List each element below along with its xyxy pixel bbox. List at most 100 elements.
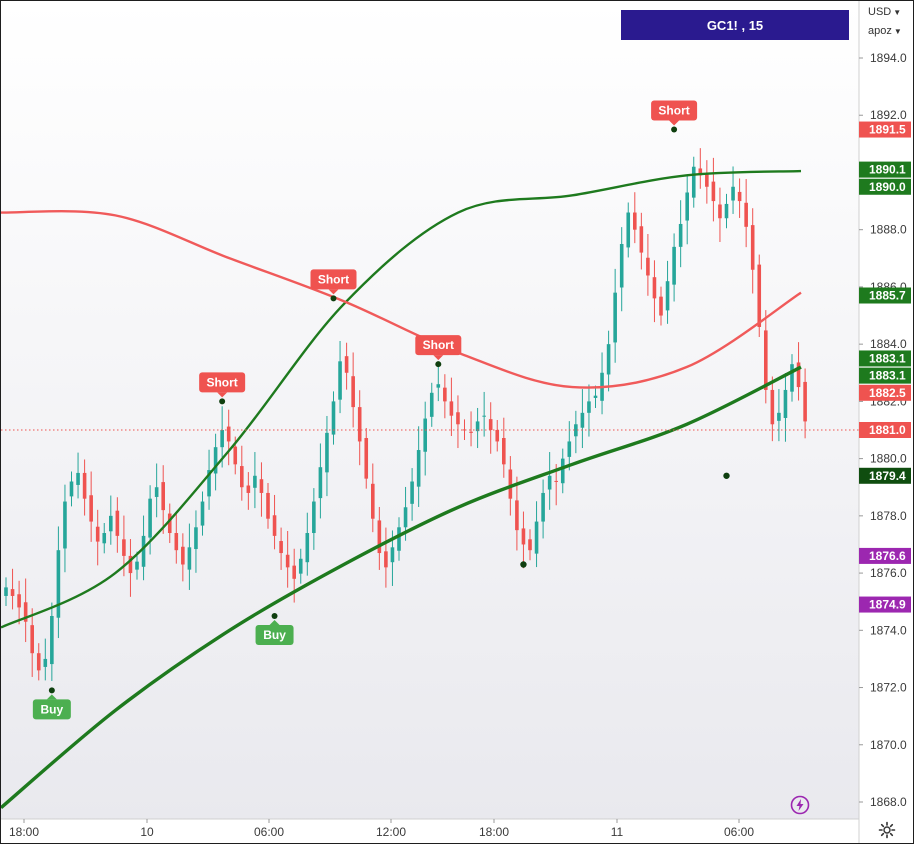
price-tag-box bbox=[859, 367, 911, 384]
y-tick-label: 1868.0 bbox=[870, 795, 907, 809]
price-tag: 1879.4 bbox=[859, 467, 911, 484]
currency-label: USD bbox=[868, 6, 892, 18]
candle-body bbox=[305, 533, 310, 563]
indicator-bands bbox=[1, 169, 802, 810]
upper-band-line bbox=[1, 169, 802, 629]
candle-body bbox=[10, 589, 15, 596]
price-tag-box bbox=[859, 287, 911, 304]
short-pointer bbox=[433, 355, 444, 361]
y-tick-label: 1872.0 bbox=[870, 681, 907, 695]
candle-body bbox=[325, 432, 329, 473]
candle-body bbox=[619, 244, 624, 288]
candle-body bbox=[351, 376, 355, 408]
candle-body bbox=[109, 515, 113, 532]
y-tick-label: 1878.0 bbox=[870, 509, 907, 523]
x-tick-label: 06:00 bbox=[254, 825, 284, 839]
candle-body bbox=[240, 466, 244, 488]
candle-body bbox=[207, 470, 211, 497]
lower-band-line bbox=[1, 365, 802, 810]
candle-body bbox=[462, 429, 467, 431]
gear-icon[interactable] bbox=[878, 821, 896, 839]
candle-body bbox=[357, 407, 362, 442]
candle-body bbox=[672, 246, 676, 285]
candle-body bbox=[115, 510, 120, 536]
y-tick-label: 1880.0 bbox=[870, 452, 907, 466]
short-label: Short bbox=[423, 338, 454, 352]
candle-body bbox=[456, 412, 460, 425]
candle-body bbox=[89, 495, 93, 522]
currency-selector[interactable]: USD ▼ bbox=[868, 6, 901, 18]
candle-body bbox=[384, 551, 388, 568]
candle-body bbox=[377, 520, 382, 554]
price-tag: 1885.7 bbox=[859, 287, 911, 304]
price-tag: 1890.0 bbox=[859, 178, 911, 195]
price-tag: 1882.5 bbox=[859, 384, 911, 401]
candle-body bbox=[279, 541, 283, 554]
candle-body bbox=[508, 469, 513, 499]
candle-body bbox=[744, 202, 748, 227]
low-marker-dot bbox=[520, 561, 527, 568]
candle-body bbox=[698, 168, 703, 176]
candle-body bbox=[63, 501, 67, 549]
price-tag-box bbox=[859, 422, 911, 438]
unit-selector[interactable]: apoz ▼ bbox=[868, 25, 902, 37]
candle-body bbox=[56, 550, 61, 618]
candle-body bbox=[705, 173, 709, 187]
candle-body bbox=[665, 281, 670, 311]
candle-body bbox=[233, 446, 238, 465]
candle-body bbox=[174, 533, 179, 551]
time-axis-panel[interactable] bbox=[1, 819, 859, 843]
price-tag-box bbox=[859, 384, 911, 401]
short-pointer bbox=[669, 120, 680, 126]
candle-body bbox=[685, 192, 689, 221]
candle-body bbox=[364, 438, 369, 479]
symbol-title-box[interactable]: GC1! , 15 bbox=[621, 10, 849, 40]
price-tag-value: 1879.4 bbox=[869, 469, 906, 483]
x-tick-label: 12:00 bbox=[376, 825, 406, 839]
x-tick-label: 18:00 bbox=[9, 825, 39, 839]
lightning-icon[interactable] bbox=[790, 795, 810, 815]
candle-body bbox=[23, 602, 28, 622]
candle-body bbox=[554, 480, 558, 482]
candle-body bbox=[17, 594, 21, 608]
candle-body bbox=[187, 547, 192, 570]
candle-body bbox=[272, 515, 277, 536]
price-tag-value: 1883.1 bbox=[869, 351, 906, 365]
candlestick-series bbox=[4, 148, 807, 681]
candle-body bbox=[213, 447, 218, 474]
candle-body bbox=[436, 384, 441, 388]
price-tags: 1891.5 1890.1 1890.0 1885.7 1883.1 1883.1 1882… bbox=[859, 121, 911, 613]
candle-body bbox=[495, 430, 500, 442]
price-tag: 1883.1 bbox=[859, 350, 911, 367]
chevron-down-icon: ▼ bbox=[893, 8, 902, 17]
candle-body bbox=[82, 472, 87, 499]
candle-body bbox=[30, 625, 34, 654]
price-tag-box bbox=[859, 467, 911, 484]
candle-body bbox=[69, 481, 74, 497]
price-tag: 1876.6 bbox=[859, 547, 911, 564]
candle-body bbox=[574, 424, 578, 437]
buy-pointer bbox=[46, 694, 57, 700]
x-tick-label: 10 bbox=[140, 825, 154, 839]
candle-body bbox=[285, 554, 290, 568]
candle-body bbox=[410, 481, 414, 504]
buy-label: Buy bbox=[41, 702, 64, 716]
candle-body bbox=[724, 203, 729, 219]
price-tag: 1890.1 bbox=[859, 161, 911, 178]
candle-body bbox=[423, 418, 427, 452]
candle-body bbox=[102, 533, 107, 544]
price-tag-value: 1891.5 bbox=[869, 123, 906, 137]
candle-body bbox=[613, 292, 617, 343]
chevron-down-icon: ▼ bbox=[893, 27, 902, 36]
short-label-box bbox=[651, 100, 698, 121]
candle-body bbox=[711, 181, 716, 202]
y-axis-ticks: 1868.0 1870.0 1872.0 1874.0 1876.0 1878.0 1880… bbox=[859, 51, 907, 809]
candle-body bbox=[587, 401, 591, 413]
candle-body bbox=[397, 527, 401, 551]
price-tag-box bbox=[859, 178, 911, 195]
y-tick-label: 1892.0 bbox=[870, 108, 907, 122]
candle-body bbox=[777, 412, 781, 421]
candle-body bbox=[128, 555, 133, 574]
